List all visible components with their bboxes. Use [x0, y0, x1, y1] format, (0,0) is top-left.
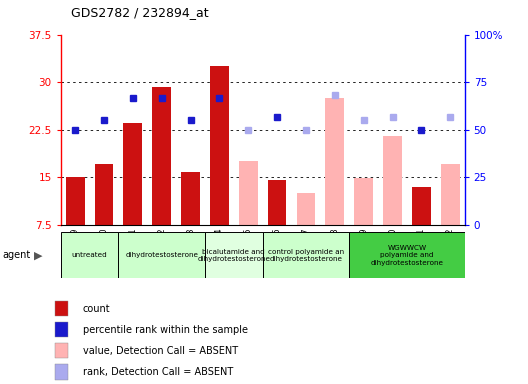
Text: GDS2782 / 232894_at: GDS2782 / 232894_at — [71, 6, 209, 19]
Text: untreated: untreated — [72, 252, 107, 258]
Bar — [268, 180, 287, 225]
Bar — [412, 187, 431, 225]
Bar — [55, 364, 68, 379]
Bar — [325, 98, 344, 225]
Bar — [383, 136, 402, 225]
Bar — [66, 177, 84, 225]
Bar — [61, 232, 118, 278]
Text: WGWWCW
polyamide and
dihydrotestosterone: WGWWCW polyamide and dihydrotestosterone — [371, 245, 444, 266]
Text: dihydrotestosterone: dihydrotestosterone — [125, 252, 198, 258]
Text: agent: agent — [3, 250, 31, 260]
Text: value, Detection Call = ABSENT: value, Detection Call = ABSENT — [83, 346, 238, 356]
Text: bicalutamide and
dihydrotestosterone: bicalutamide and dihydrotestosterone — [197, 248, 270, 262]
Bar — [349, 232, 465, 278]
Bar — [55, 301, 68, 316]
Text: rank, Detection Call = ABSENT: rank, Detection Call = ABSENT — [83, 367, 233, 377]
Bar — [181, 172, 200, 225]
Bar — [118, 232, 205, 278]
Bar — [441, 164, 459, 225]
Bar — [55, 343, 68, 358]
Bar — [55, 322, 68, 337]
Bar — [239, 161, 258, 225]
Bar — [297, 193, 315, 225]
Bar — [152, 87, 171, 225]
Bar — [95, 164, 114, 225]
Bar — [354, 179, 373, 225]
Bar — [263, 232, 349, 278]
Text: control polyamide an
dihydrotestosterone: control polyamide an dihydrotestosterone — [268, 248, 344, 262]
Text: count: count — [83, 304, 110, 314]
Bar — [210, 66, 229, 225]
Bar — [124, 123, 142, 225]
Text: ▶: ▶ — [34, 250, 43, 260]
Bar — [205, 232, 262, 278]
Text: percentile rank within the sample: percentile rank within the sample — [83, 325, 248, 335]
